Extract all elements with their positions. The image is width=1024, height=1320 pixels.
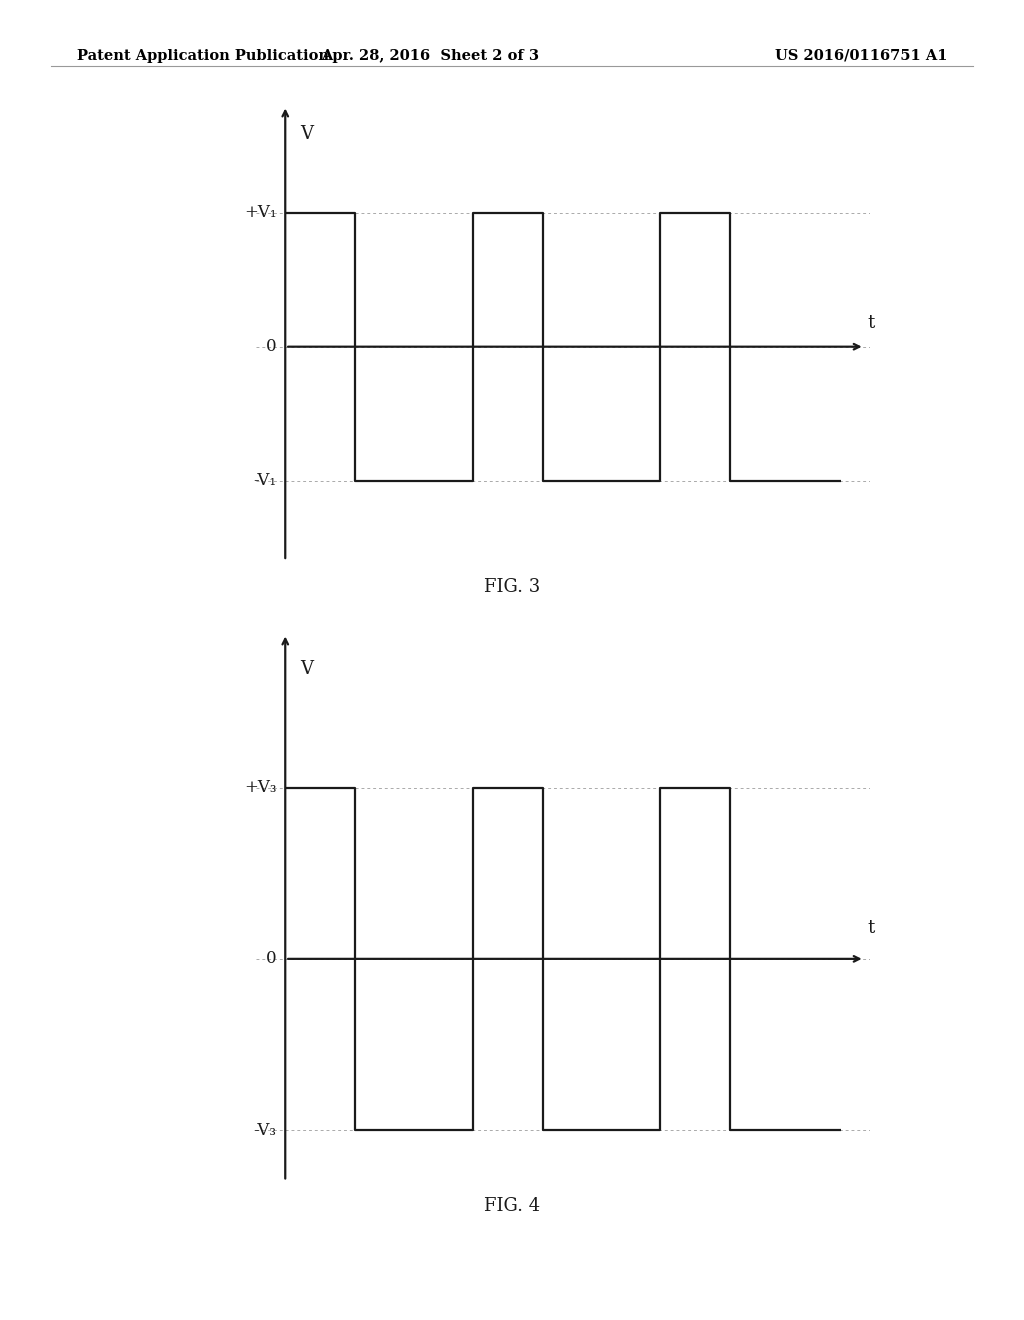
Text: US 2016/0116751 A1: US 2016/0116751 A1 — [775, 49, 947, 63]
Text: -V₁: -V₁ — [254, 473, 276, 490]
Text: 0: 0 — [266, 950, 276, 968]
Text: FIG. 4: FIG. 4 — [484, 1197, 540, 1216]
Text: FIG. 3: FIG. 3 — [484, 578, 540, 597]
Text: -V₃: -V₃ — [254, 1122, 276, 1139]
Text: Patent Application Publication: Patent Application Publication — [77, 49, 329, 63]
Text: V: V — [300, 125, 313, 143]
Text: V: V — [300, 660, 313, 677]
Text: 0: 0 — [266, 338, 276, 355]
Text: Apr. 28, 2016  Sheet 2 of 3: Apr. 28, 2016 Sheet 2 of 3 — [322, 49, 539, 63]
Text: +V₃: +V₃ — [244, 779, 276, 796]
Text: t: t — [867, 919, 874, 937]
Text: +V₁: +V₁ — [244, 205, 276, 222]
Text: t: t — [867, 314, 874, 331]
